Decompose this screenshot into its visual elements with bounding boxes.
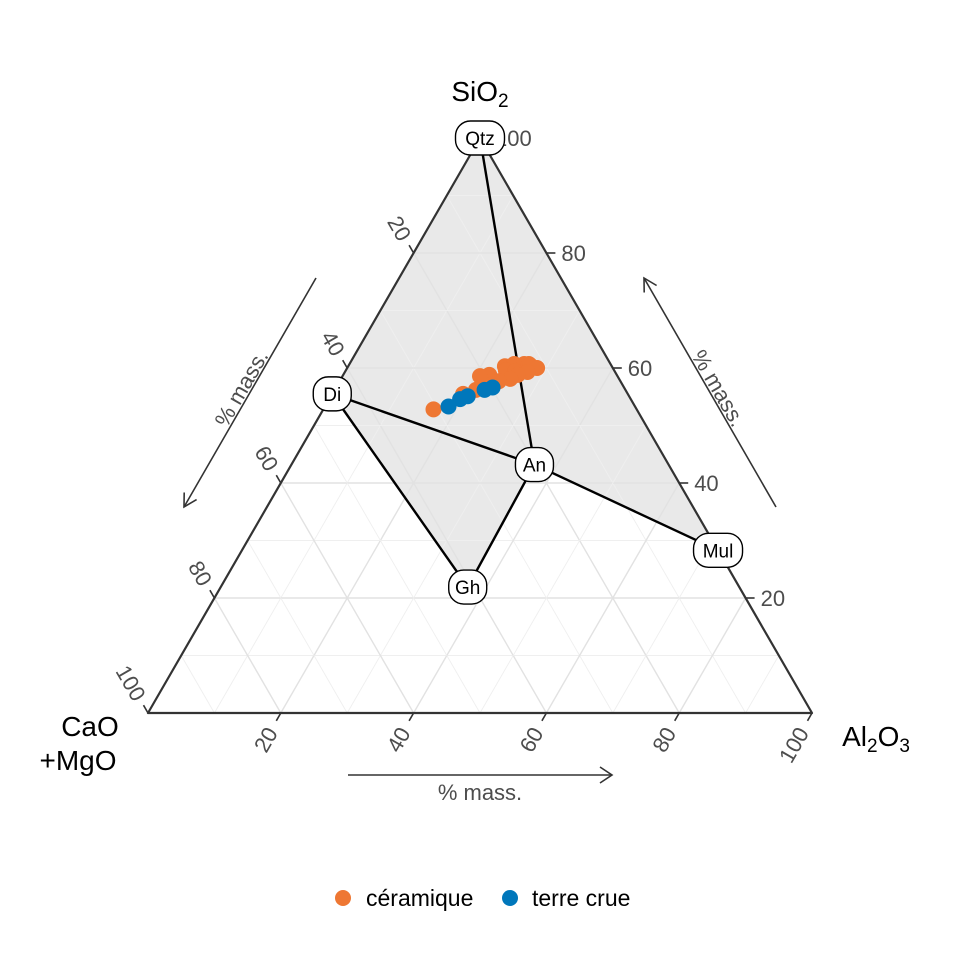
data-points [425, 356, 546, 418]
tick-label-cao-80: 80 [183, 557, 217, 591]
tick-label-sio2-20: 20 [761, 586, 785, 611]
arrow-left [183, 277, 317, 508]
tick-label-al2o3-80: 80 [647, 723, 681, 757]
tick-label-sio2-40: 40 [694, 471, 718, 496]
tick-al2o3-20 [275, 712, 282, 722]
tick-label-cao-40: 40 [316, 327, 350, 361]
mineral-text-mul: Mul [703, 541, 734, 562]
arrow-right [643, 277, 777, 508]
axis-label-cao-line2: +MgO [39, 745, 116, 776]
frame-outline [146, 136, 814, 715]
tick-label-sio2-80: 80 [561, 241, 585, 266]
tick-al2o3-60 [541, 712, 548, 722]
grid-line-al2o3-30 [346, 310, 580, 714]
legend-dot-terre-crue [502, 890, 518, 906]
point-terre-crue-3 [452, 391, 469, 408]
point-terre-crue-4 [440, 398, 457, 415]
grid-line-cao-80 [213, 597, 282, 714]
direction-arrows [183, 276, 777, 784]
grid-line-cao-60 [280, 482, 415, 714]
mineral-text-di: Di [323, 385, 341, 406]
tick-label-al2o3-60: 60 [515, 723, 549, 757]
arrow-right-head [643, 276, 658, 293]
mineral-label-an: An [514, 446, 555, 483]
tie-line-di-an [331, 392, 535, 466]
tick-al2o3-80 [674, 712, 680, 722]
mineral-label-gh: Gh [448, 569, 488, 605]
mineral-box-mul [692, 532, 744, 568]
axis-label-cao-line1: CaO [61, 711, 119, 742]
tie-line-an-mul [533, 463, 719, 552]
point-ceramique-17 [425, 401, 442, 418]
tick-label-al2o3-40: 40 [382, 723, 416, 757]
tick-label-al2o3-20: 20 [249, 723, 283, 757]
grid-line-al2o3-50 [479, 425, 647, 714]
tick-label-cao-100: 100 [111, 661, 151, 705]
mineral-box-an [514, 446, 555, 483]
legend-label-ceramique: céramique [366, 885, 473, 911]
tick-marks [142, 137, 813, 722]
tick-label-cao-60: 60 [250, 442, 284, 476]
grid-line-cao-90 [180, 655, 215, 714]
mineral-labels: Qtz Di An Mul Gh [312, 120, 744, 605]
grid-line-cao-50 [313, 425, 481, 714]
grid-line-al2o3-70 [612, 540, 713, 714]
mineral-box-qtz [454, 120, 506, 156]
tick-cao-60 [275, 474, 282, 484]
arrow-bottom-head [599, 766, 614, 784]
mineral-text-gh: Gh [455, 578, 480, 599]
tick-cao-20 [408, 244, 415, 254]
axis-label-al2o3: Al2O3 [842, 721, 910, 757]
grid-line-cao-30 [380, 310, 614, 714]
tick-cao-80 [209, 589, 216, 599]
unit-label-left: % mass. [210, 345, 274, 431]
tick-al2o3-100 [806, 712, 813, 722]
grid-line-al2o3-80 [678, 597, 747, 714]
point-terre-crue-1 [476, 381, 493, 398]
grid-line-cao-70 [247, 540, 348, 714]
grid-line-al2o3-90 [745, 655, 780, 714]
tie-line-gh-an [466, 464, 536, 588]
tick-cao-100 [142, 704, 149, 714]
legend-dot-ceramique [335, 890, 351, 906]
tick-label-al2o3-100: 100 [774, 723, 814, 767]
legend: céramique terre crue [335, 885, 630, 911]
point-ceramique-11 [472, 368, 488, 385]
unit-label-bottom: % mass. [438, 780, 522, 805]
triangle-frame [146, 136, 814, 715]
grid-line-cao-10 [446, 195, 746, 714]
mineral-box-di [312, 376, 352, 412]
grid-line-al2o3-10 [214, 195, 514, 714]
mineral-text-qtz: Qtz [465, 129, 495, 150]
arrow-left-head [183, 492, 198, 509]
unit-label-right: % mass. [687, 345, 751, 431]
mineral-text-an: An [523, 456, 546, 477]
tick-label-sio2-60: 60 [628, 356, 652, 381]
grid-lines [180, 195, 780, 714]
tick-al2o3-40 [408, 712, 415, 722]
tie-line-qtz-an [478, 137, 536, 465]
mineral-label-mul: Mul [692, 532, 744, 568]
tick-cao-40 [342, 359, 348, 369]
legend-label-terre-crue: terre crue [532, 885, 630, 911]
mineral-box-gh [448, 569, 488, 605]
axis-label-sio2: SiO2 [451, 76, 508, 112]
tie-lines [331, 137, 719, 588]
mineral-label-qtz: Qtz [454, 120, 506, 156]
mineral-label-di: Di [312, 376, 352, 412]
tick-label-cao-20: 20 [382, 212, 416, 246]
tie-line-di-gh [331, 393, 469, 588]
